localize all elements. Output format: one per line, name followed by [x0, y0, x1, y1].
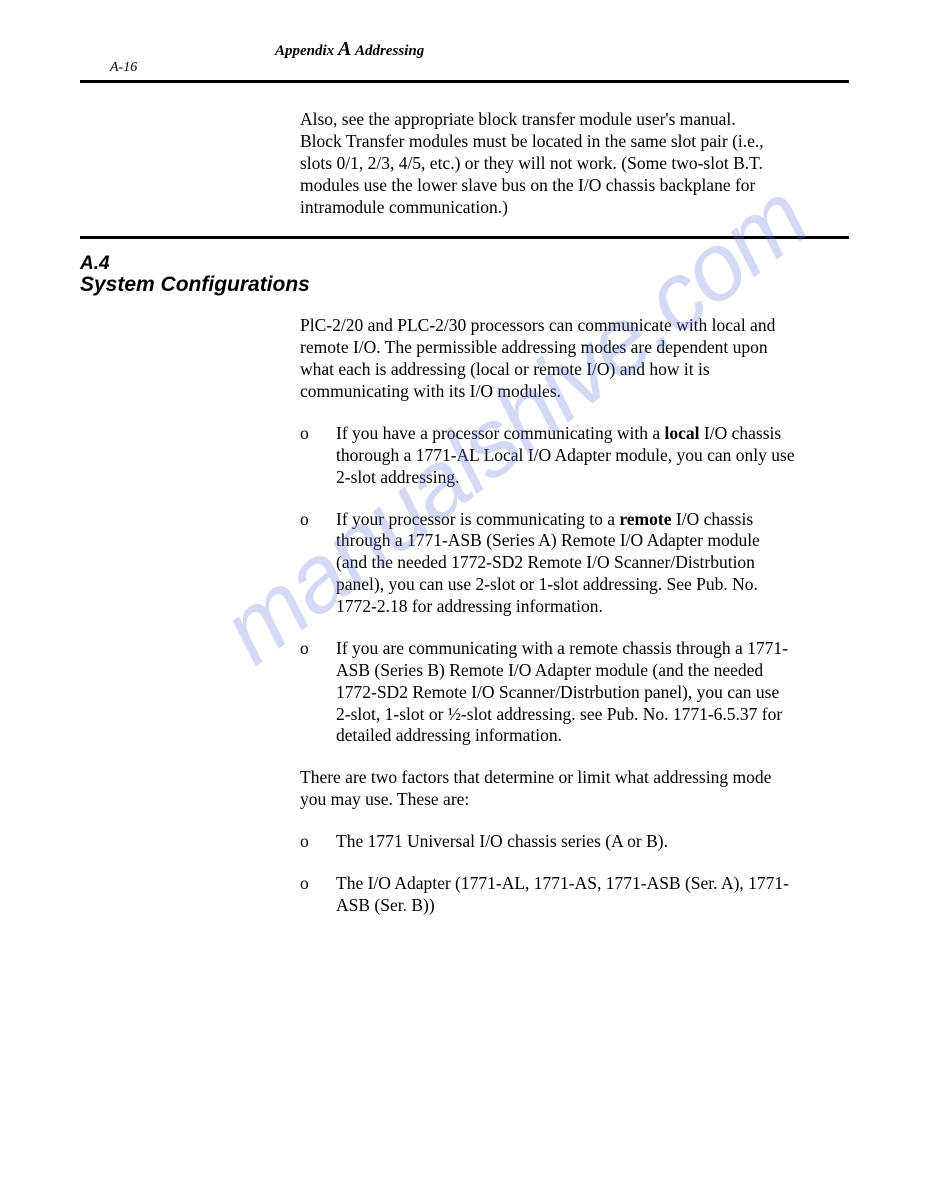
bullet-marker: o	[300, 873, 336, 917]
section-mid-para: There are two factors that determine or …	[300, 767, 795, 811]
bullet-text: The 1771 Universal I/O chassis series (A…	[336, 831, 668, 853]
header-rule	[80, 80, 849, 83]
bullet-item: o If your processor is communicating to …	[300, 509, 795, 618]
bullet-text: The I/O Adapter (1771-AL, 1771-AS, 1771-…	[336, 873, 795, 917]
intro-paragraph: Also, see the appropriate block transfer…	[300, 109, 775, 218]
bullet-text-pre: If you have a processor communicating wi…	[336, 423, 665, 443]
section-body: PlC-2/20 and PLC-2/30 processors can com…	[300, 315, 795, 916]
bullet-text-bold: remote	[619, 509, 671, 529]
bullet-text-pre: If you are communicating with a remote c…	[336, 638, 788, 746]
section-header: A.4 System Configurations	[80, 253, 849, 297]
bullet-marker: o	[300, 423, 336, 489]
page-container: Appendix A Addressing A-16 Also, see the…	[0, 0, 929, 917]
section-title: System Configurations	[80, 273, 849, 297]
appendix-letter: A	[338, 38, 351, 60]
bullet-item: o If you have a processor communicating …	[300, 423, 795, 489]
bullet-text: If you have a processor communicating wi…	[336, 423, 795, 489]
section-intro-para: PlC-2/20 and PLC-2/30 processors can com…	[300, 315, 795, 403]
section-rule	[80, 236, 849, 239]
bullet-marker: o	[300, 509, 336, 618]
bullet-text: If your processor is communicating to a …	[336, 509, 795, 618]
bullet-marker: o	[300, 831, 336, 853]
appendix-word: Appendix	[275, 43, 334, 59]
appendix-title: Addressing	[355, 43, 424, 59]
bullet-marker: o	[300, 638, 336, 747]
bullet-item: o The I/O Adapter (1771-AL, 1771-AS, 177…	[300, 873, 795, 917]
bullet-text: If you are communicating with a remote c…	[336, 638, 795, 747]
bullet-text-pre: If your processor is communicating to a	[336, 509, 619, 529]
appendix-header: Appendix A Addressing	[275, 38, 424, 61]
bullet-item: o The 1771 Universal I/O chassis series …	[300, 831, 795, 853]
bullet-text-bold: local	[665, 423, 700, 443]
bullet-item: o If you are communicating with a remote…	[300, 638, 795, 747]
section-number: A.4	[80, 253, 849, 275]
page-number: A-16	[110, 60, 849, 76]
